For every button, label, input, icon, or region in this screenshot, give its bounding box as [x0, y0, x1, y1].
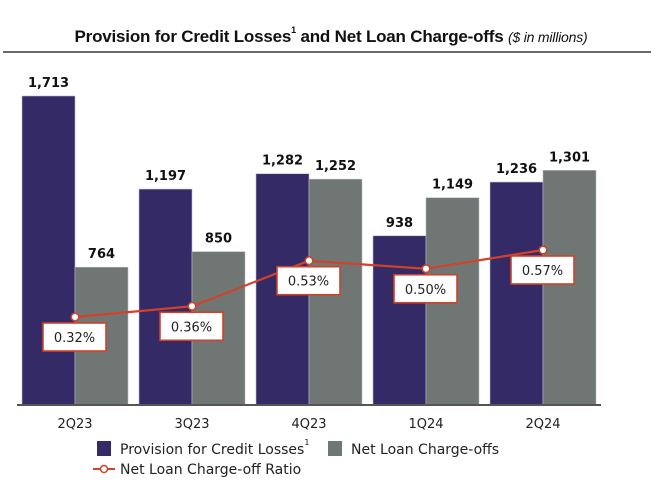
bar-provision: [372, 235, 427, 406]
title-main: Provision for Credit Losses: [74, 27, 292, 46]
ratio-label-box: [393, 273, 458, 304]
legend-item-charge-offs: Net Loan Charge-offs: [328, 441, 499, 458]
legend-item-ratio: Net Loan Charge-off Ratio: [93, 461, 301, 478]
legend-footnote: 1: [304, 438, 310, 448]
ratio-point: [70, 312, 80, 322]
title-unit: ($ in millions): [508, 29, 588, 45]
data-label-provision: 1,713: [28, 76, 69, 91]
ratio-point: [538, 245, 548, 255]
ratio-data-label: 0.32%: [54, 331, 95, 346]
bar-provision: [21, 95, 76, 406]
x-tick-label: 2Q24: [525, 417, 560, 432]
data-label-provision: 1,236: [496, 162, 537, 177]
ratio-point: [187, 301, 197, 311]
ratio-label-box: [276, 265, 341, 296]
x-tick-label: 2Q23: [57, 417, 92, 432]
data-label-charge-offs: 764: [88, 247, 115, 262]
x-tick-label: 1Q24: [408, 417, 443, 432]
chart-title: Provision for Credit Losses1 and Net Loa…: [0, 25, 662, 47]
data-label-provision: 1,282: [262, 154, 303, 169]
legend-label-ratio: Net Loan Charge-off Ratio: [120, 462, 302, 478]
legend-item-provision: Provision for Credit Losses1: [97, 438, 310, 458]
ratio-label-box: [42, 322, 107, 352]
ratio-label-box: [159, 311, 224, 342]
ratio-data-label: 0.57%: [522, 264, 563, 279]
legend-label-charge-offs: Net Loan Charge-offs: [351, 442, 500, 458]
bar-provision: [489, 181, 544, 406]
data-label-charge-offs: 1,252: [315, 159, 356, 174]
ratio-data-label: 0.36%: [171, 320, 212, 335]
ratio-label-box: [510, 255, 575, 285]
data-label-charge-offs: 1,301: [549, 150, 590, 165]
x-tick-label: 4Q23: [291, 417, 326, 432]
bar-provision: [138, 188, 193, 406]
ratio-data-label: 0.50%: [405, 283, 446, 298]
ratio-point: [421, 264, 431, 274]
x-tick-label: 3Q23: [174, 417, 209, 432]
title-rest: and Net Loan Charge-offs: [295, 27, 508, 46]
title-rule: [3, 51, 651, 53]
legend-line-marker-icon: [93, 464, 115, 474]
legend-swatch-charge-offs: [328, 441, 342, 456]
data-label-provision: 938: [386, 216, 413, 231]
data-label-charge-offs: 850: [205, 232, 232, 247]
legend-label-provision: Provision for Credit Losses: [120, 442, 305, 458]
data-label-provision: 1,197: [145, 169, 186, 184]
legend-swatch-provision: [97, 441, 111, 456]
title-footnote: 1: [291, 25, 296, 36]
ratio-point: [304, 256, 314, 266]
bar-charge-offs: [542, 170, 597, 406]
ratio-data-label: 0.53%: [288, 275, 329, 290]
data-label-charge-offs: 1,149: [432, 178, 473, 193]
